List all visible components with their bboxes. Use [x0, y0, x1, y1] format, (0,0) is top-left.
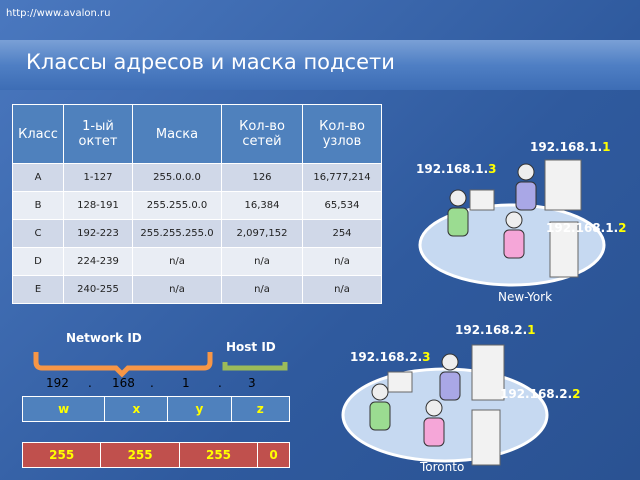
table-row: B 128-191 255.255.0.0 16,384 65,534 — [12, 191, 382, 220]
table-cell: D — [12, 247, 64, 276]
table-cell: B — [12, 191, 64, 220]
table-row: C 192-223 255.255.255.0 2,097,152 254 — [12, 219, 382, 248]
table-cell: n/a — [221, 275, 303, 304]
host-id-label: Host ID — [226, 340, 276, 354]
ip-host: 3 — [422, 350, 431, 364]
table-cell: 224-239 — [63, 247, 133, 276]
table-cell: n/a — [221, 247, 303, 276]
table-cell: 1-127 — [63, 163, 133, 192]
mask-cell: 255 — [100, 442, 180, 468]
table-cell: n/a — [302, 247, 382, 276]
table-cell: 192-223 — [63, 219, 133, 248]
ip-network: 192.168.2. — [455, 323, 528, 337]
network-id-label: Network ID — [66, 331, 142, 345]
header-cell: 1-ый октет — [63, 104, 133, 164]
ip-part: 1 — [182, 376, 190, 390]
ip-host: 2 — [618, 221, 627, 235]
ip-part: 192 — [46, 376, 69, 390]
letter-cell: w — [21, 396, 106, 422]
table-row: E 240-255 n/a n/a n/a — [12, 275, 382, 304]
ip-host: 1 — [527, 323, 536, 337]
ip-label: 192.168.2.2 — [500, 387, 580, 401]
table-cell: C — [12, 219, 64, 248]
ip-part: . — [150, 376, 154, 390]
ip-network: 192.168.1. — [530, 140, 603, 154]
mask-cell: 255 — [21, 442, 102, 468]
header-cell: Маска — [132, 104, 222, 164]
ip-label: 192.168.1.3 — [416, 162, 496, 176]
letter-cell: y — [167, 396, 232, 422]
network-name: Toronto — [420, 460, 465, 474]
mask-row: 255 255 255 0 — [21, 442, 290, 468]
ip-host: 2 — [572, 387, 581, 401]
letter-cell: z — [230, 396, 291, 422]
ip-part: 3 — [248, 376, 256, 390]
url: http://www.avalon.ru — [6, 8, 111, 19]
title: Классы адресов и маска подсети — [26, 50, 395, 74]
ip-part: . — [88, 376, 92, 390]
ip-network: 192.168.1. — [546, 221, 619, 235]
table-cell: 2,097,152 — [221, 219, 303, 248]
table-cell: 128-191 — [63, 191, 133, 220]
ip-part: . — [218, 376, 222, 390]
ip-label: 192.168.2.3 — [350, 350, 430, 364]
class-table: Класс 1-ый октет Маска Кол-во сетей Кол-во у… — [12, 104, 382, 304]
table-cell: 16,777,214 — [302, 163, 382, 192]
ip-network: 192.168.1. — [416, 162, 489, 176]
table-cell: 255.0.0.0 — [132, 163, 222, 192]
ip-network: 192.168.2. — [500, 387, 573, 401]
mask-cell: 0 — [257, 442, 290, 468]
table-cell: 240-255 — [63, 275, 133, 304]
mask-cell: 255 — [178, 442, 259, 468]
table-row: D 224-239 n/a n/a n/a — [12, 247, 382, 276]
ip-host: 1 — [602, 140, 611, 154]
ip-label: 192.168.2.1 — [455, 323, 535, 337]
table-cell: 16,384 — [221, 191, 303, 220]
ip-label: 192.168.1.2 — [546, 221, 626, 235]
ip-network: 192.168.2. — [350, 350, 423, 364]
table-cell: 254 — [302, 219, 382, 248]
row: 255 255 255 0 — [21, 442, 290, 468]
table-cell: 126 — [221, 163, 303, 192]
table-cell: n/a — [302, 275, 382, 304]
table-cell: n/a — [132, 275, 222, 304]
network-name: New-York — [498, 290, 553, 304]
letter-cell: x — [104, 396, 169, 422]
ip-part: 168 — [112, 376, 135, 390]
title-bar — [0, 40, 640, 90]
header-cell: Кол-во узлов — [302, 104, 382, 164]
ip-host: 3 — [488, 162, 497, 176]
table-cell: 255.255.255.0 — [132, 219, 222, 248]
ip-label: 192.168.1.1 — [530, 140, 610, 154]
table-cell: 255.255.0.0 — [132, 191, 222, 220]
